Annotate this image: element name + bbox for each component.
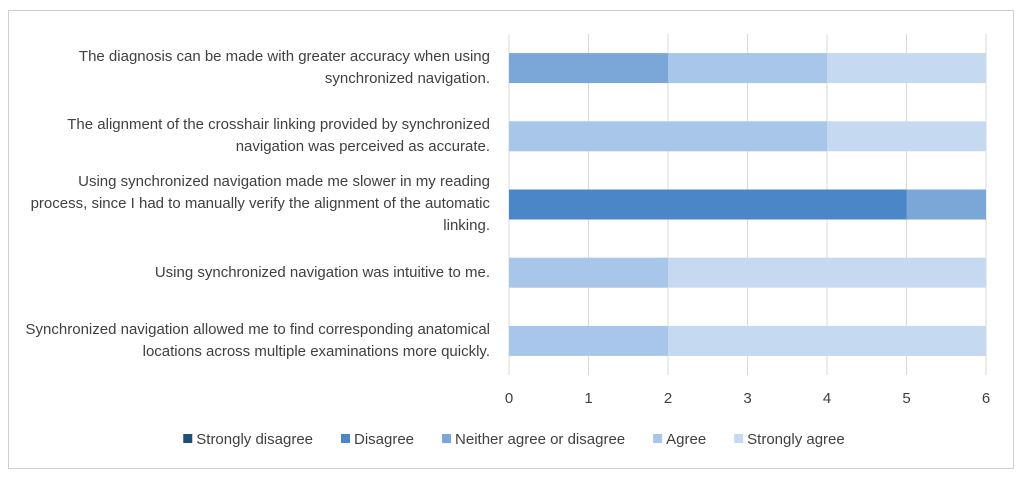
category-label: Synchronized navigation allowed me to fi…: [20, 307, 490, 375]
category-text: Using synchronized navigation was intuit…: [154, 263, 490, 281]
legend-label: Strongly agree: [747, 431, 845, 448]
category-label: The diagnosis can be made with greater a…: [20, 34, 490, 102]
bar-segment: [509, 121, 827, 152]
legend-label: Neither agree or disagree: [455, 431, 625, 448]
legend-swatch: [183, 434, 193, 443]
legend-swatch: [734, 434, 744, 443]
bar-segment: [668, 325, 986, 356]
x-tick-label: 4: [823, 390, 831, 407]
bar-segment: [509, 325, 668, 356]
bar-segment: [827, 121, 986, 152]
legend-label: Disagree: [354, 431, 414, 448]
legend-swatch: [442, 434, 452, 443]
legend-label: Strongly disagree: [196, 431, 313, 448]
category-text: The alignment of the crosshair linking p…: [67, 116, 490, 156]
category-label: Using synchronized navigation was intuit…: [20, 239, 490, 307]
bar-segment: [509, 53, 668, 84]
x-tick-label: 5: [902, 390, 910, 407]
category-text: Synchronized navigation allowed me to fi…: [25, 320, 490, 360]
bar-segment: [509, 189, 907, 220]
bar-segment: [668, 257, 986, 288]
category-text: Using synchronized navigation made me sl…: [30, 173, 490, 235]
category-text: The diagnosis can be made with greater a…: [78, 48, 490, 88]
bar-segment: [668, 53, 827, 84]
legend-swatch: [341, 434, 350, 443]
category-label: Using synchronized navigation made me sl…: [20, 170, 490, 238]
x-tick-label: 6: [982, 390, 990, 407]
category-label: The alignment of the crosshair linking p…: [20, 102, 490, 170]
bar-segment: [509, 257, 668, 288]
bar-segment: [827, 53, 986, 84]
chart-frame: [8, 10, 1014, 469]
x-tick-label: 1: [584, 390, 592, 407]
legend-label: Agree: [666, 431, 706, 448]
bar-segment: [906, 189, 986, 220]
legend-swatch: [653, 434, 663, 443]
x-tick-label: 3: [743, 390, 751, 407]
x-tick-label: 0: [505, 390, 513, 407]
x-tick-label: 2: [664, 390, 672, 407]
